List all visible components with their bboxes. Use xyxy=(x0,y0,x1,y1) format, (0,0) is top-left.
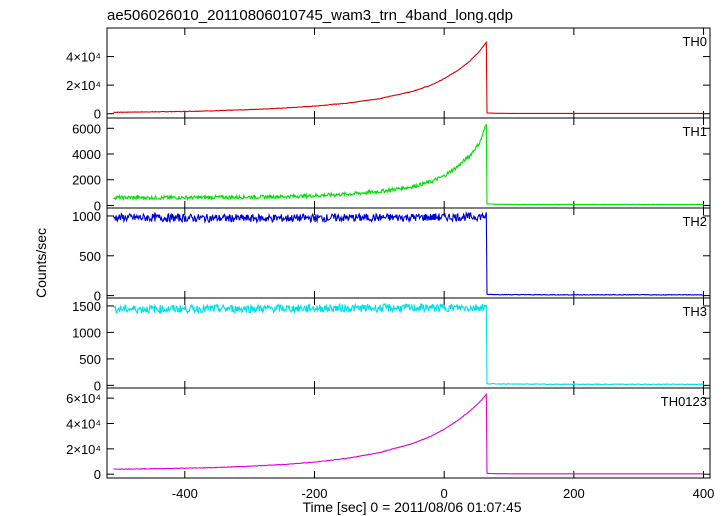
series-line-th2 xyxy=(112,210,704,296)
panel-th0123: 0 2×10⁴ 4×10⁴ 6×10⁴ TH0123 xyxy=(66,387,711,482)
series-line-th1 xyxy=(113,123,704,206)
panel-frame xyxy=(106,387,711,479)
x-tick-label: -400 xyxy=(172,486,198,501)
y-tick-label: 4×10⁴ xyxy=(66,50,101,65)
x-tick-label: 200 xyxy=(563,486,585,501)
x-tick-label: 400 xyxy=(693,486,715,501)
panels: 0 2×10⁴ 4×10⁴ TH0 0 2000 4000 6000 TH1 0 500 1000 TH… xyxy=(66,27,711,482)
y-tick-label: 0 xyxy=(94,107,101,122)
y-tick-label: 2000 xyxy=(72,173,101,188)
x-tick-label: -200 xyxy=(301,486,327,501)
series-line-th0123 xyxy=(113,392,704,475)
panel-th3: 0 500 1000 1500 TH3 xyxy=(72,297,711,393)
y-tick-label: 2×10⁴ xyxy=(66,442,101,457)
x-axis-label: Time [sec] 0 = 2011/08/06 01:07:45 xyxy=(302,499,521,515)
y-tick-label: 0 xyxy=(94,198,101,213)
y-tick-label: 0 xyxy=(94,378,101,393)
x-axis: -400 -200 0 200 400 xyxy=(172,486,715,501)
x-tick-label: 0 xyxy=(441,486,448,501)
y-tick-label: 2×10⁴ xyxy=(66,78,101,93)
y-tick-label: 1000 xyxy=(72,325,101,340)
y-tick-label: 1000 xyxy=(72,209,101,224)
series-line-th3 xyxy=(113,302,704,386)
y-tick-label: 0 xyxy=(94,467,101,482)
panel-frame xyxy=(106,207,711,299)
series-line-th0 xyxy=(113,40,704,114)
panel-label-th3: TH3 xyxy=(682,304,707,319)
y-tick-label: 500 xyxy=(79,352,101,367)
panel-frame xyxy=(106,27,711,119)
panel-label-th1: TH1 xyxy=(682,124,707,139)
y-tick-label: 500 xyxy=(79,249,101,264)
y-axis-label: Counts/sec xyxy=(33,228,49,298)
panel-th1: 0 2000 4000 6000 TH1 xyxy=(72,117,711,213)
panel-label-th0: TH0 xyxy=(682,34,707,49)
y-tick-label: 6×10⁴ xyxy=(66,391,101,406)
panel-label-th0123: TH0123 xyxy=(661,394,707,409)
y-tick-label: 6000 xyxy=(72,121,101,136)
panel-frame xyxy=(106,117,711,209)
panel-th0: 0 2×10⁴ 4×10⁴ TH0 xyxy=(66,27,711,122)
y-tick-label: 1500 xyxy=(72,299,101,314)
y-tick-label: 4000 xyxy=(72,147,101,162)
y-tick-label: 0 xyxy=(94,289,101,304)
y-tick-label: 4×10⁴ xyxy=(66,416,101,431)
panel-th2: 0 500 1000 TH2 xyxy=(72,207,711,304)
chart-title: ae506026010_20110806010745_wam3_trn_4ban… xyxy=(107,7,513,24)
panel-label-th2: TH2 xyxy=(682,214,707,229)
